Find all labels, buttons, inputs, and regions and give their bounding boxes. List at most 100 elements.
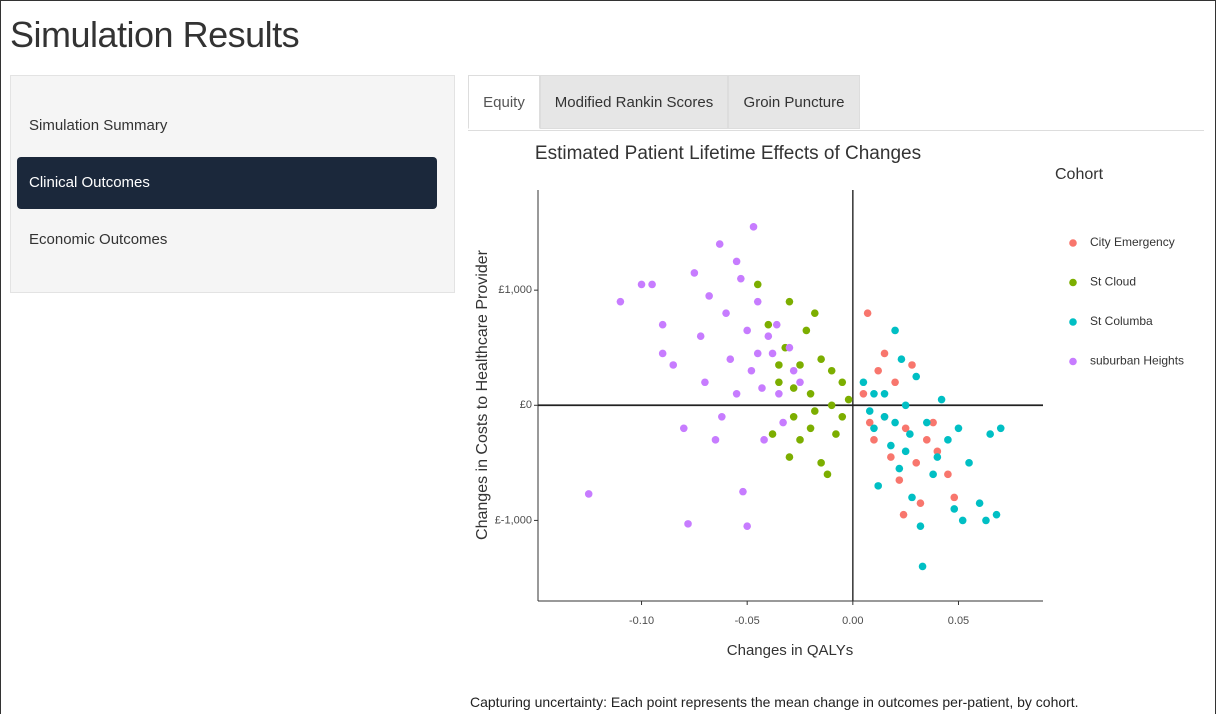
data-point: [865, 407, 874, 415]
data-point: [895, 476, 904, 484]
data-point: [906, 430, 914, 438]
data-point: [715, 240, 724, 248]
x-tick-label: 0.05: [948, 615, 969, 627]
data-point: [838, 378, 847, 387]
data-point: [696, 332, 705, 341]
data-point: [887, 453, 895, 461]
data-point: [806, 389, 815, 398]
data-point: [637, 280, 646, 289]
data-point: [789, 366, 798, 375]
data-point: [922, 418, 931, 427]
data-point: [975, 499, 984, 507]
data-point: [669, 361, 678, 369]
data-point: [891, 378, 899, 387]
legend-swatch: [1069, 239, 1077, 247]
data-point: [870, 424, 878, 433]
x-tick-label: -0.05: [735, 615, 760, 627]
caption: Capturing uncertainty: Each point repres…: [470, 694, 1079, 710]
nav-item[interactable]: Economic Outcomes: [29, 231, 168, 248]
data-point: [732, 389, 741, 398]
data-point: [986, 430, 994, 438]
data-point: [912, 372, 921, 381]
legend-swatch: [1069, 357, 1077, 366]
data-point: [789, 384, 798, 392]
sidebar: Simulation Summary Clinical Outcomes Econo…: [10, 75, 455, 293]
data-point: [768, 430, 777, 438]
data-point: [753, 297, 762, 306]
data-point: [895, 464, 904, 473]
data-point: [880, 412, 889, 421]
data-point: [912, 459, 921, 467]
tab[interactable]: Modified Rankin Scores: [540, 75, 728, 129]
data-point: [810, 407, 819, 415]
data-point: [749, 223, 758, 231]
data-point: [701, 378, 709, 387]
data-point: [823, 470, 832, 479]
y-tick-label: £-1,000: [495, 514, 532, 526]
data-point: [743, 522, 751, 530]
data-point: [950, 505, 959, 513]
tab-bar: Equity Modified Rankin Scores Groin Punctu…: [468, 75, 1204, 131]
data-point: [775, 361, 783, 369]
data-point: [753, 349, 762, 358]
data-point: [908, 493, 916, 502]
data-point: [810, 309, 819, 317]
data-point: [779, 418, 787, 427]
nav-item[interactable]: Simulation Summary: [29, 117, 168, 134]
data-point: [933, 447, 942, 456]
data-point: [880, 389, 889, 398]
data-point: [764, 320, 773, 329]
y-axis-label: Changes in Costs to Healthcare Provider: [474, 249, 491, 540]
data-point: [753, 280, 762, 289]
legend-label: St Cloud: [1090, 275, 1136, 289]
data-point: [684, 520, 692, 528]
data-point: [838, 412, 847, 421]
data-point: [899, 510, 908, 519]
data-point: [958, 516, 967, 525]
data-point: [937, 395, 946, 404]
data-point: [796, 361, 804, 369]
data-point: [929, 470, 937, 479]
data-point: [802, 326, 811, 335]
data-point: [891, 326, 899, 335]
legend-label: suburban Heights: [1090, 354, 1184, 368]
data-point: [901, 401, 910, 410]
data-point: [760, 436, 768, 444]
tab[interactable]: Equity: [468, 75, 540, 129]
data-point: [916, 522, 925, 530]
legend-label: St Columba: [1090, 314, 1153, 328]
data-point: [929, 418, 937, 427]
data-point: [679, 424, 688, 433]
data-point: [722, 309, 730, 317]
data-point: [785, 453, 794, 461]
tab[interactable]: Groin Puncture: [728, 75, 860, 129]
chart-title: Estimated Patient Lifetime Effects of Ch…: [535, 143, 921, 164]
data-point: [887, 441, 895, 450]
data-point: [775, 389, 783, 398]
data-point: [806, 424, 815, 433]
data-point: [737, 274, 745, 283]
data-point: [880, 349, 889, 358]
data-point: [718, 412, 726, 421]
data-point: [658, 349, 667, 358]
data-point: [690, 269, 699, 277]
legend-title: Cohort: [1055, 166, 1104, 183]
data-point: [789, 412, 798, 421]
nav-item[interactable]: Clinical Outcomes: [17, 157, 437, 209]
data-point: [747, 366, 756, 375]
x-tick-label: 0.00: [842, 615, 863, 627]
data-point: [705, 292, 713, 300]
data-point: [908, 361, 916, 369]
data-point: [918, 562, 927, 571]
data-point: [996, 424, 1005, 433]
data-point: [859, 389, 868, 398]
legend-swatch: [1069, 278, 1077, 287]
data-point: [982, 516, 990, 525]
data-point: [764, 332, 773, 341]
data-point: [901, 424, 910, 433]
data-point: [758, 384, 766, 392]
data-point: [768, 349, 777, 358]
data-point: [891, 418, 899, 427]
data-point: [897, 355, 906, 364]
